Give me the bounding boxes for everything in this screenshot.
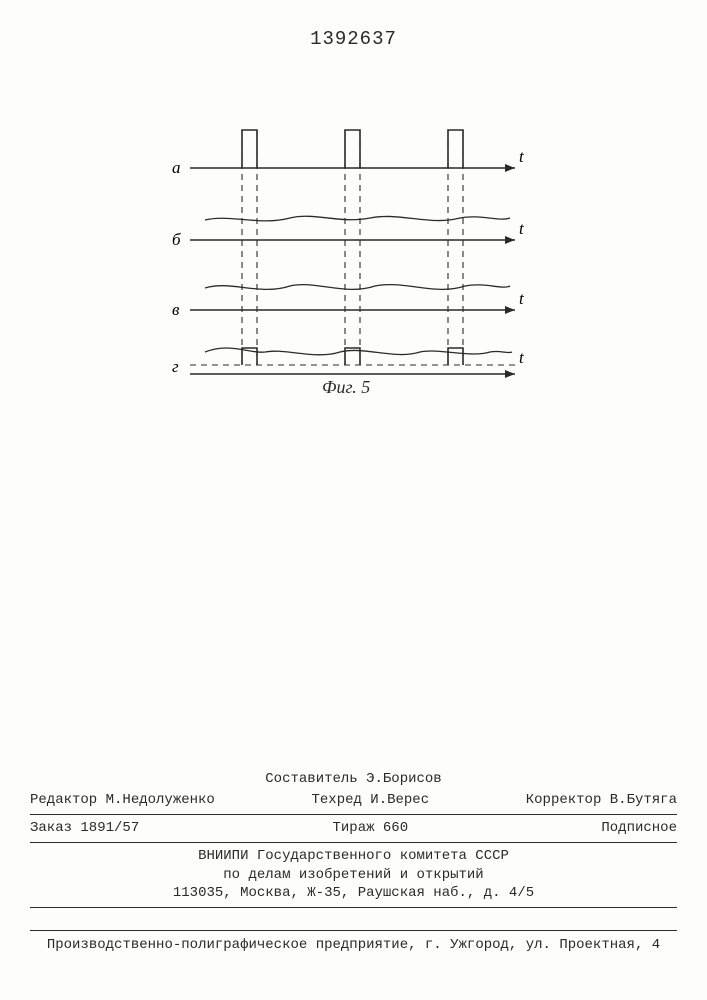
patent-number: 1392637 xyxy=(0,28,707,50)
svg-text:t: t xyxy=(519,219,525,238)
svg-text:б: б xyxy=(172,230,181,249)
svg-text:t: t xyxy=(519,348,525,367)
corrector-line: Корректор В.Бутяга xyxy=(526,791,677,810)
svg-text:t: t xyxy=(519,147,525,166)
order-number: Заказ 1891/57 xyxy=(30,819,139,838)
tirazh: Тираж 660 xyxy=(332,819,408,838)
org-line-2: по делам изобретений и открытий xyxy=(30,866,677,885)
figure-caption: Фиг. 5 xyxy=(322,377,370,398)
divider xyxy=(30,907,677,908)
editor-line: Редактор М.Недолуженко xyxy=(30,791,215,810)
credits-block: Составитель Э.Борисов Редактор М.Недолуж… xyxy=(30,770,677,912)
org-line-1: ВНИИПИ Государственного комитета СССР xyxy=(30,847,677,866)
techred-line: Техред И.Верес xyxy=(311,791,429,810)
divider xyxy=(30,842,677,843)
podpis: Подписное xyxy=(601,819,677,838)
compiler-line: Составитель Э.Борисов xyxy=(30,770,677,789)
footer: Производственно-полиграфическое предприя… xyxy=(30,930,677,953)
figure-5: а t б t в t г t xyxy=(150,110,530,391)
org-line-3: 113035, Москва, Ж-35, Раушская наб., д. … xyxy=(30,884,677,903)
svg-text:t: t xyxy=(519,289,525,308)
svg-text:г: г xyxy=(172,357,179,376)
svg-text:в: в xyxy=(172,300,180,319)
svg-text:а: а xyxy=(172,158,181,177)
divider xyxy=(30,814,677,815)
page: 1392637 а t б t в t г t Фиг. 5 Составитель Э.Бо… xyxy=(0,0,707,1000)
